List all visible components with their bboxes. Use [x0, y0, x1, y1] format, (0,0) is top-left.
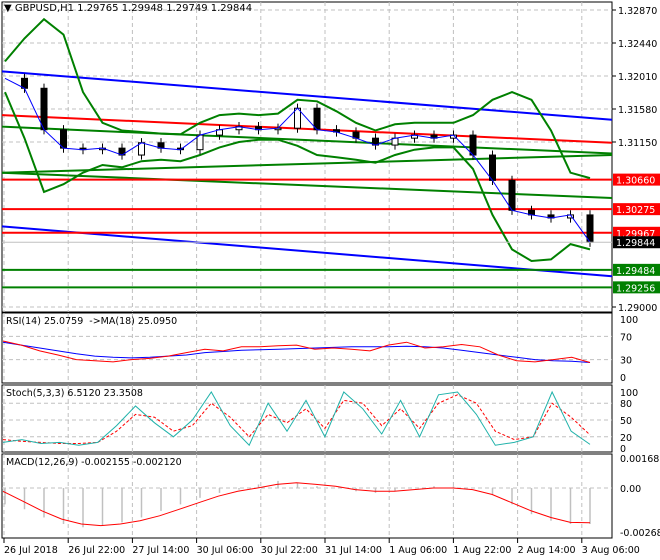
- price-label: 1.32870: [618, 6, 657, 17]
- stoch-axis-label: 20: [620, 433, 632, 444]
- ohlc-values: 1.29765 1.29948 1.29749 1.29844: [77, 3, 253, 14]
- level-label: 1.30660: [616, 176, 655, 187]
- macd-axis-label: 0.00: [620, 484, 641, 495]
- price-label: 1.31150: [618, 138, 657, 149]
- price-label: 1.32010: [618, 72, 657, 83]
- trendline: [1, 154, 613, 174]
- rsi-title: RSI(14) 25.0759 ->MA(18) 25.0950: [6, 316, 178, 327]
- macd-signal-line: [2, 482, 591, 527]
- pane-frame-2: [1, 384, 613, 453]
- stoch-axis-label: 100: [620, 388, 638, 399]
- rsi-ma-line: [2, 341, 591, 363]
- level-label: 1.29484: [616, 266, 655, 277]
- time-label: 27 Jul 14:00: [132, 545, 189, 556]
- candle-body: [489, 154, 496, 181]
- rsi-axis-label: 30: [620, 356, 632, 367]
- price-label: 1.29000: [618, 303, 657, 314]
- candle-body: [60, 129, 67, 149]
- time-label: 26 Jul 2018: [4, 545, 58, 556]
- pane-frame-1: [1, 312, 613, 384]
- symbol-label: GBPUSD,H1: [14, 3, 74, 14]
- time-label: 2 Aug 14:00: [518, 545, 576, 556]
- level-tag: [613, 263, 660, 276]
- rsi-axis-label: 70: [620, 332, 632, 343]
- chart-header: ▼ GBPUSD,H1 1.29765 1.29948 1.29749 1.29…: [4, 3, 252, 14]
- stoch-axis-label: 80: [620, 399, 632, 410]
- level-tag: [613, 281, 660, 294]
- price-label: 1.32440: [618, 39, 657, 50]
- level-label: 1.30275: [616, 205, 655, 216]
- candle-body: [40, 87, 48, 131]
- current-price-label: 1.29844: [616, 238, 655, 249]
- bollinger-upper: [4, 17, 591, 180]
- macd-axis-label: -0.002688: [620, 528, 660, 539]
- trendline: [1, 225, 613, 278]
- time-label: 3 Aug 06:00: [582, 545, 640, 556]
- collapse-triangle-icon[interactable]: ▼: [4, 3, 12, 14]
- level-tag: [613, 173, 660, 186]
- candle-body: [469, 134, 477, 156]
- level-label: 1.29967: [616, 229, 655, 240]
- pane-frame-3: [1, 453, 613, 539]
- trendline: [1, 125, 613, 155]
- macd-title: MACD(12,26,9) -0.002155 -0.002120: [6, 457, 182, 468]
- current-price-tag: [613, 236, 660, 249]
- bollinger-lower: [4, 91, 591, 263]
- trendline: [1, 70, 613, 121]
- time-label: 31 Jul 14:00: [325, 545, 382, 556]
- candle-body: [508, 179, 516, 211]
- close-ma-line: [4, 77, 591, 243]
- pane-frame-0: [1, 1, 613, 313]
- time-label: 1 Aug 06:00: [389, 545, 447, 556]
- candle-body: [313, 107, 321, 131]
- level-tag: [613, 226, 660, 239]
- level-label: 1.29256: [616, 283, 655, 294]
- stoch-axis-label: 0: [620, 444, 626, 455]
- price-label: 1.31580: [618, 105, 657, 116]
- time-label: 30 Jul 22:00: [261, 545, 318, 556]
- level-tag: [613, 203, 660, 216]
- trendline: [1, 114, 613, 144]
- rsi-axis-label: 0: [620, 373, 626, 384]
- time-label: 1 Aug 22:00: [453, 545, 511, 556]
- rsi-axis-label: 100: [620, 315, 638, 326]
- rsi-line: [2, 340, 591, 363]
- macd-axis-label: 0.001687: [620, 454, 660, 465]
- time-label: 26 Jul 22:00: [68, 545, 125, 556]
- stoch-axis-label: 50: [620, 416, 632, 427]
- stoch-signal-line: [2, 394, 591, 444]
- candle-body: [586, 214, 594, 243]
- trendline: [1, 171, 613, 200]
- stoch-title: Stoch(5,3,3) 6.5120 23.3508: [6, 388, 143, 399]
- time-label: 30 Jul 06:00: [197, 545, 254, 556]
- stoch-main-line: [2, 390, 591, 447]
